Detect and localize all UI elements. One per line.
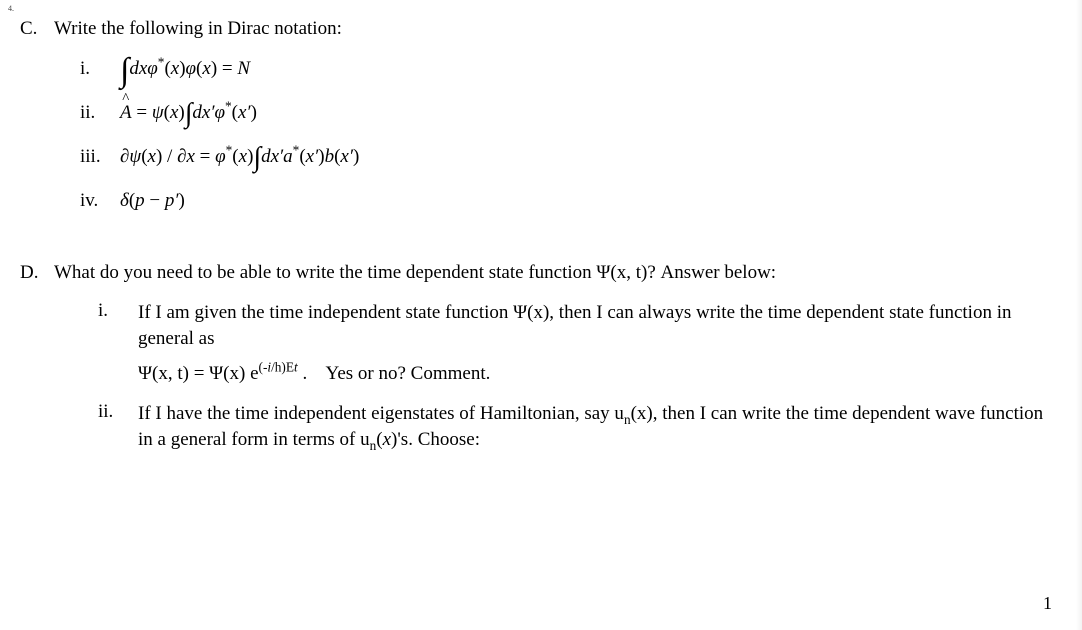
item-text: If I have the time independent eigenstat… bbox=[138, 401, 1054, 452]
item-label: ii. bbox=[80, 102, 120, 124]
item-math: δ(p − p′) bbox=[120, 190, 1054, 212]
item-text-2: Yes or no? Comment. bbox=[326, 363, 491, 384]
item-label: i. bbox=[80, 58, 120, 80]
item-math: A = ψ(x)∫dx′φ*(x′) bbox=[120, 102, 1054, 124]
section-c-item-i: i. ∫dxφ*(x)φ(x) = N bbox=[80, 58, 1054, 80]
item-text-1: If I am given the time independent state… bbox=[138, 300, 1054, 351]
item-label: i. bbox=[98, 300, 138, 387]
section-c-label: C. bbox=[20, 18, 54, 234]
section-d-item-ii: ii. If I have the time independent eigen… bbox=[98, 401, 1054, 452]
item-math: ∂ψ(x) / ∂x = φ*(x)∫dx′a*(x′)b(x′) bbox=[120, 146, 1054, 168]
section-d-items: i. If I am given the time independent st… bbox=[54, 300, 1054, 452]
section-d-label: D. bbox=[20, 262, 54, 466]
item-label: ii. bbox=[98, 401, 138, 452]
section-c-items: i. ∫dxφ*(x)φ(x) = N ii. A = ψ(x)∫dx′φ*(x… bbox=[54, 58, 1054, 212]
page: 4. C. Write the following in Dirac notat… bbox=[0, 0, 1082, 630]
page-edge-shadow bbox=[1076, 0, 1082, 630]
item-formula: Ψ(x, t) = Ψ(x) e(-i/h)Et . bbox=[138, 363, 307, 384]
section-d-item-i: i. If I am given the time independent st… bbox=[98, 300, 1054, 387]
section-c: C. Write the following in Dirac notation… bbox=[20, 18, 1054, 234]
item-label: iii. bbox=[80, 146, 120, 168]
section-c-item-iv: iv. δ(p − p′) bbox=[80, 190, 1054, 212]
outline-marker: 4. bbox=[8, 4, 14, 13]
section-c-item-ii: ii. A = ψ(x)∫dx′φ*(x′) bbox=[80, 102, 1054, 124]
section-c-prompt: Write the following in Dirac notation: bbox=[54, 18, 1054, 40]
section-c-item-iii: iii. ∂ψ(x) / ∂x = φ*(x)∫dx′a*(x′)b(x′) bbox=[80, 146, 1054, 168]
item-label: iv. bbox=[80, 190, 120, 212]
section-d-prompt: What do you need to be able to write the… bbox=[54, 262, 1054, 284]
page-number: 1 bbox=[1043, 593, 1052, 614]
section-d: D. What do you need to be able to write … bbox=[20, 262, 1054, 466]
item-math: ∫dxφ*(x)φ(x) = N bbox=[120, 58, 1054, 80]
